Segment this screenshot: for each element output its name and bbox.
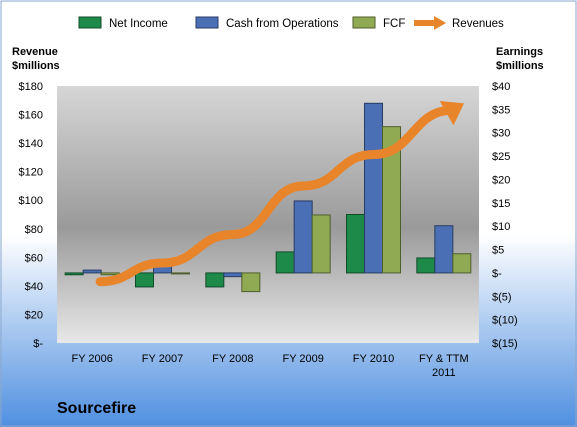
left-tick-label: $140 [19,138,43,150]
bar-fcf-5 [452,253,472,274]
bar-net-income-5 [416,257,436,274]
left-axis-title-line2: $millions [12,60,60,72]
x-tick-label: FY 2008 [212,353,253,365]
left-tick-label: $40 [25,281,43,293]
bar-net-income-0 [64,272,84,276]
legend-label-cash-from-operations: Cash from Operations [226,18,339,30]
left-axis-ticks: $- $20 $40 $60 $80 $100 $120 $140 $160 $180 [19,81,44,350]
right-axis-title-line1: Earnings [496,46,543,58]
bar-net-income-3 [275,251,295,274]
left-tick-label: $- [33,338,43,350]
x-tick-label: FY 2007 [142,353,183,365]
bar-net-income-2 [205,272,225,288]
legend-swatch-cash-from-operations [195,16,219,29]
bar-fcf-1 [171,272,190,275]
bar-fcf-2 [241,272,261,293]
bar-fcf-4 [382,126,401,274]
right-axis-title-line2: $millions [496,60,544,72]
bar-cash-from-operations-0 [82,269,102,274]
bar-cash-from-operations-2 [223,272,243,278]
bar-net-income-4 [346,214,365,274]
legend: Net Income Cash from Operations FCF Revenue… [78,16,504,30]
x-tick-label: FY 2010 [353,353,394,365]
bar-fcf-0 [100,272,120,276]
revenue-trend-arrow [95,101,465,287]
legend-swatch-net-income [78,16,102,29]
right-tick-label: $25 [492,151,510,163]
left-tick-label: $100 [19,195,43,207]
right-tick-label: $(15) [492,338,518,350]
right-tick-label: $40 [492,81,510,93]
left-tick-label: $60 [25,252,43,264]
legend-label-net-income: Net Income [109,18,168,30]
right-tick-label: $(5) [492,291,512,303]
x-tick-label: FY 2009 [282,353,323,365]
bar-series [64,102,472,293]
bar-cash-from-operations-3 [293,200,313,274]
x-tick-label: FY 2006 [71,353,112,365]
bar-net-income-1 [135,272,154,288]
right-tick-label: $35 [492,104,510,116]
bar-cash-from-operations-5 [434,225,454,274]
right-axis-ticks: $(15) $(10) $(5) $- $5 $10 $15 $20 $25 $30 $35 $40 [492,81,518,350]
left-tick-label: $20 [25,309,43,321]
legend-swatch-fcf [352,16,376,29]
chart-title: Sourcefire [57,400,136,417]
left-axis-title-line1: Revenue [12,46,58,58]
right-tick-label: $(10) [492,315,518,327]
right-tick-label: $10 [492,221,510,233]
x-tick-label: FY & TTM 2011 [419,353,469,379]
revenue-trend-line [95,105,457,287]
left-tick-label: $80 [25,224,43,236]
legend-swatch-revenues-head [434,16,446,30]
bar-cash-from-operations-4 [364,102,383,274]
left-tick-label: $180 [19,81,43,93]
x-axis-labels: FY 2006 FY 2007 FY 2008 FY 2009 FY 2010 FY & … [71,353,468,379]
legend-label-revenues: Revenues [452,18,504,30]
legend-label-fcf: FCF [383,18,405,30]
left-tick-label: $160 [19,110,43,122]
right-tick-label: $20 [492,174,510,186]
left-tick-label: $120 [19,167,43,179]
right-tick-label: $- [492,268,502,280]
revenue-trend-arrowhead [439,101,465,126]
right-tick-label: $30 [492,128,510,140]
right-tick-label: $5 [492,245,504,257]
bar-fcf-3 [311,214,331,274]
right-tick-label: $15 [492,198,510,210]
